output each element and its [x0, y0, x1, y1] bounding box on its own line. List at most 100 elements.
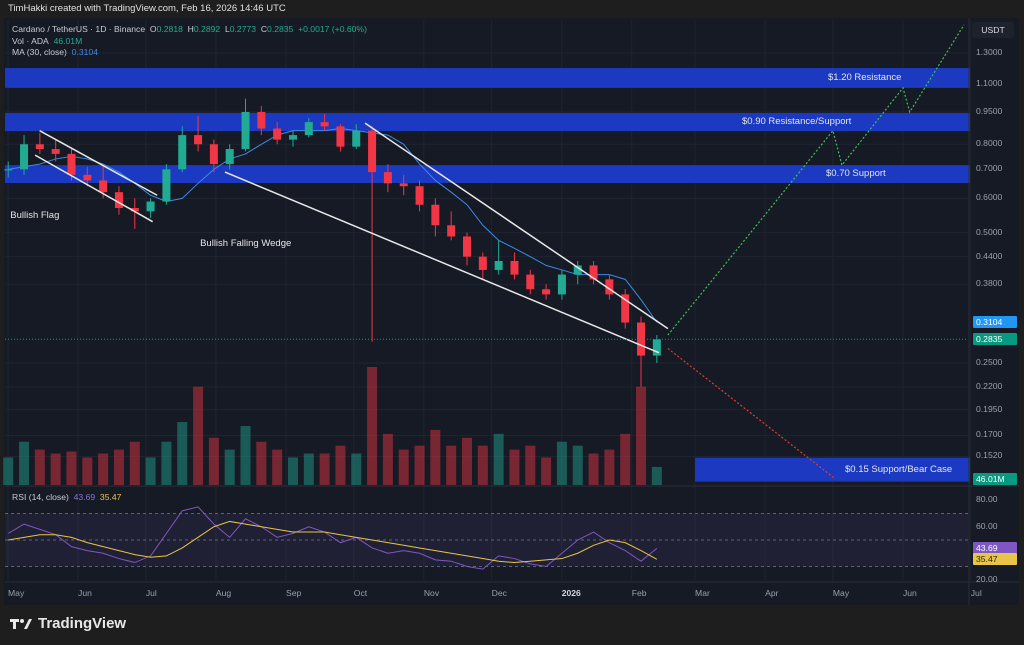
volume-bar: [98, 453, 109, 485]
time-tick: Aug: [215, 588, 232, 598]
time-tick: Oct: [353, 588, 368, 598]
candle-body: [162, 169, 171, 202]
ma-label[interactable]: MA (30, close): [12, 47, 67, 57]
volume-bar: [34, 449, 45, 485]
volume-bar: [446, 445, 457, 485]
zone-label: $0.90 Resistance/Support: [742, 116, 852, 128]
volume-bar: [572, 445, 583, 485]
tradingview-logo-text: TradingView: [38, 615, 127, 632]
candle-body: [273, 128, 282, 140]
candle-body: [114, 192, 123, 209]
candle-body: [304, 122, 313, 136]
volume-bar: [319, 453, 330, 485]
candle-body: [352, 130, 361, 147]
price-tick: 0.5000: [976, 226, 1003, 237]
candle-body: [494, 260, 503, 270]
volume-label[interactable]: Vol · ADA: [12, 35, 49, 46]
price-tag: 0.2835: [973, 333, 1017, 346]
candle-body: [652, 339, 661, 356]
zone-label: $0.15 Support/Bear Case: [845, 463, 953, 475]
candle-body: [35, 144, 44, 150]
candle-body: [415, 186, 424, 205]
volume-bar: [240, 426, 251, 485]
pattern-label: Bullish Flag: [10, 209, 60, 221]
volume-bar: [193, 386, 204, 485]
candle-body: [447, 225, 456, 237]
time-tick: Jun: [902, 588, 917, 598]
price-tick: 1.1000: [976, 78, 1003, 89]
price-tick: 0.1520: [976, 450, 1003, 461]
volume-bar: [525, 445, 536, 485]
volume-bar: [19, 441, 30, 485]
open-value: 0.2818: [156, 24, 183, 34]
tradingview-logo[interactable]: TradingView: [10, 615, 126, 632]
volume-bar: [541, 457, 552, 485]
volume-bar: [509, 449, 520, 485]
time-tick: May: [8, 588, 25, 598]
rsi-label[interactable]: RSI (14, close): [12, 492, 69, 502]
price-tick: 0.4400: [976, 250, 1003, 261]
price-tick: 0.3800: [976, 278, 1003, 289]
pattern-label: Bullish Falling Wedge: [200, 238, 292, 250]
rsi-tag: 35.47: [973, 553, 1017, 566]
candle-body: [130, 208, 139, 212]
candle-body: [320, 122, 329, 127]
volume-tag: 46.01M: [973, 473, 1017, 485]
open-label: O: [149, 24, 157, 34]
time-tick: Jun: [78, 588, 92, 598]
volume-bar: [382, 433, 393, 485]
candle-body: [621, 294, 630, 323]
time-tick: Feb: [631, 588, 647, 598]
change-value: +0.0017 (+0.60%): [298, 24, 367, 34]
rsi-ma-value: 35.47: [99, 492, 122, 502]
volume-bar: [636, 386, 647, 485]
rsi-line: [7, 506, 658, 570]
close-value: 0.2835: [267, 24, 294, 34]
price-tag: 0.3104: [973, 316, 1017, 329]
candle-body: [542, 289, 551, 295]
symbol-name[interactable]: Cardano / TetherUS · 1D · Binance: [12, 24, 146, 34]
high-value: 0.2892: [193, 24, 221, 34]
close-label: C: [260, 24, 268, 34]
volume-bar: [177, 422, 188, 485]
candle-body: [368, 130, 377, 173]
rsi-ma-line: [8, 520, 658, 564]
flag-upper-trendline: [39, 130, 158, 196]
volume-bar: [335, 445, 346, 485]
price-tick: 0.8000: [976, 138, 1003, 149]
candle-body: [478, 256, 487, 270]
zone-band: [5, 165, 970, 184]
candle-body: [605, 279, 614, 295]
candle-body: [178, 135, 187, 170]
candle-body: [573, 265, 582, 275]
currency-button[interactable]: USDT: [972, 22, 1014, 38]
low-value: 0.2773: [229, 24, 257, 34]
ma-value: 0.3104: [71, 47, 99, 57]
time-tick: Sep: [285, 588, 302, 598]
candle-body: [257, 111, 266, 129]
candle-body: [4, 169, 13, 171]
price-tick: 1.3000: [976, 47, 1003, 57]
rsi-tick: 20.00: [976, 573, 998, 584]
volume-bar: [477, 445, 488, 485]
candle-body: [241, 111, 250, 150]
time-tick: Jul: [970, 588, 982, 598]
volume-bar: [620, 433, 631, 485]
candle-body: [288, 135, 297, 140]
rsi-tick: 60.00: [976, 520, 998, 531]
price-tick: 0.6000: [976, 192, 1003, 203]
volume-bar: [272, 449, 283, 485]
attribution: TimHakki created with TradingView.com, F…: [8, 3, 286, 14]
volume-bar: [604, 449, 615, 485]
time-tick: May: [832, 588, 850, 598]
volume-value: 46.01M: [53, 35, 83, 46]
candle-body: [99, 180, 108, 193]
price-tick: 0.2200: [976, 380, 1003, 391]
candle-body: [146, 201, 155, 212]
rsi-legend: RSI (14, close) 43.69 35.47: [12, 492, 121, 502]
zone-label: $0.70 Support: [826, 168, 886, 180]
candle-body: [589, 265, 598, 280]
volume-bar: [113, 449, 124, 485]
volume-bar: [556, 441, 567, 485]
